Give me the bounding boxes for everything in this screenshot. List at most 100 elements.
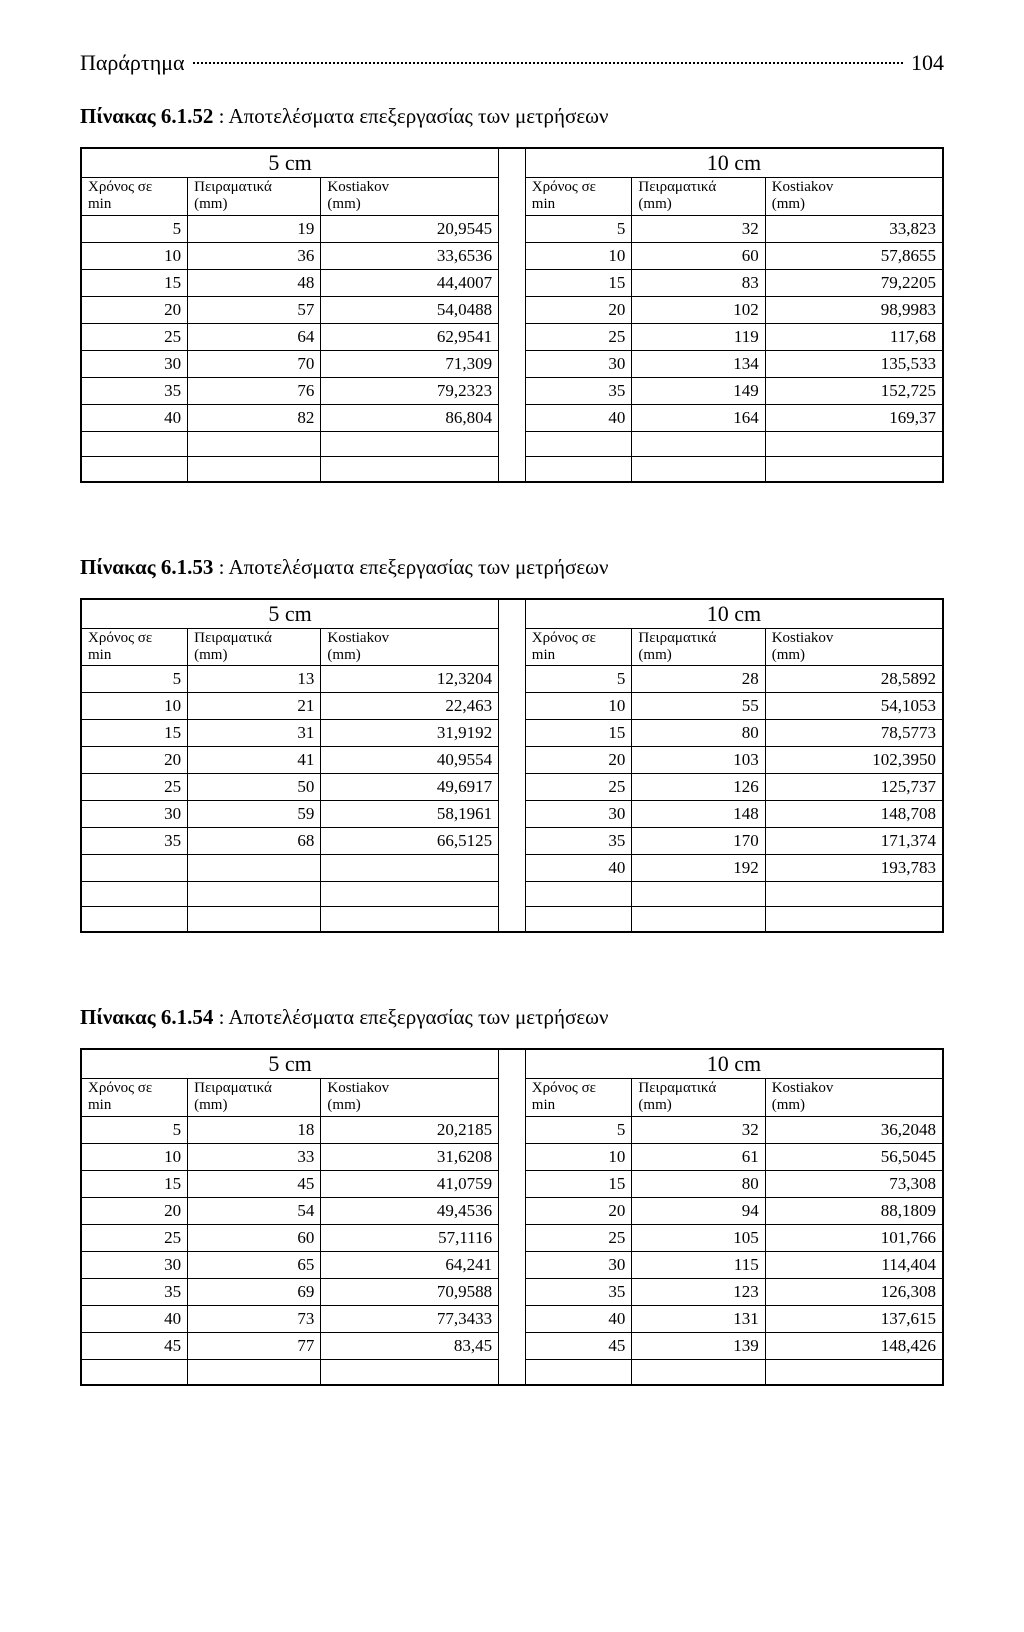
table-row	[81, 431, 943, 456]
blank-cell	[765, 1359, 943, 1385]
data-cell: 25	[81, 1224, 188, 1251]
data-cell: 5	[81, 666, 188, 693]
data-cell: 20	[81, 747, 188, 774]
gap-cell	[499, 1079, 526, 1117]
gap-cell	[499, 828, 526, 855]
column-header: Χρόνος σεmin	[81, 1079, 188, 1117]
gap-cell	[499, 215, 526, 242]
gap-cell	[499, 1224, 526, 1251]
data-cell: 54	[188, 1197, 321, 1224]
data-cell: 59	[188, 801, 321, 828]
table-caption-rest: : Αποτελέσματα επεξεργασίας των μετρήσεω…	[213, 104, 608, 128]
data-cell: 40	[525, 404, 632, 431]
blank-cell	[765, 431, 943, 456]
table-row: 51820,218553236,2048	[81, 1116, 943, 1143]
gap-cell	[499, 350, 526, 377]
blank-cell	[81, 882, 188, 907]
blank-cell	[765, 456, 943, 482]
data-cell: 31,6208	[321, 1143, 499, 1170]
data-cell: 48	[188, 269, 321, 296]
table-row: 408286,80440164169,37	[81, 404, 943, 431]
table-row: 256057,111625105101,766	[81, 1224, 943, 1251]
table-row: 102122,463105554,1053	[81, 693, 943, 720]
data-cell: 55	[632, 693, 765, 720]
data-cell: 126,308	[765, 1278, 943, 1305]
data-cell: 13	[188, 666, 321, 693]
column-header: Χρόνος σεmin	[81, 628, 188, 666]
blank-cell	[321, 456, 499, 482]
blank-cell	[188, 456, 321, 482]
data-cell: 50	[188, 774, 321, 801]
data-cell: 82	[188, 404, 321, 431]
spacer	[80, 1386, 944, 1432]
spacer	[80, 483, 944, 529]
data-cell: 35	[525, 377, 632, 404]
data-cell: 40,9554	[321, 747, 499, 774]
data-cell: 5	[525, 1116, 632, 1143]
blank-cell	[525, 907, 632, 933]
data-cell: 80	[632, 720, 765, 747]
gap-cell	[499, 855, 526, 882]
table-row: 154541,0759158073,308	[81, 1170, 943, 1197]
data-cell: 32	[632, 1116, 765, 1143]
blank-cell	[632, 882, 765, 907]
page: Παράρτημα 104 Πίνακας 6.1.52 : Αποτελέσμ…	[0, 0, 1024, 1632]
data-cell: 193,783	[765, 855, 943, 882]
gap-cell	[499, 1332, 526, 1359]
blank-cell	[81, 1359, 188, 1385]
blank-cell	[632, 431, 765, 456]
data-cell: 73	[188, 1305, 321, 1332]
data-cell: 76	[188, 377, 321, 404]
data-cell: 134	[632, 350, 765, 377]
gap-cell	[499, 296, 526, 323]
data-cell: 10	[81, 693, 188, 720]
data-cell: 20	[525, 296, 632, 323]
data-cell: 64,241	[321, 1251, 499, 1278]
table-row	[81, 456, 943, 482]
data-cell: 148	[632, 801, 765, 828]
blank-cell	[525, 456, 632, 482]
data-cell: 31	[188, 720, 321, 747]
gap-cell	[499, 1049, 526, 1079]
table-caption-label: Πίνακας 6.1.54	[80, 1005, 213, 1029]
blank-cell	[632, 907, 765, 933]
data-cell: 94	[632, 1197, 765, 1224]
gap-cell	[499, 907, 526, 933]
data-cell: 10	[525, 1143, 632, 1170]
data-cell: 30	[81, 350, 188, 377]
spacer	[80, 933, 944, 979]
data-cell: 5	[81, 215, 188, 242]
data-cell: 102	[632, 296, 765, 323]
data-cell: 119	[632, 323, 765, 350]
table-caption: Πίνακας 6.1.54 : Αποτελέσματα επεξεργασί…	[80, 1005, 944, 1030]
table-row: 357679,232335149152,725	[81, 377, 943, 404]
data-cell: 15	[81, 720, 188, 747]
gap-cell	[499, 431, 526, 456]
data-cell: 58,1961	[321, 801, 499, 828]
data-cell: 5	[81, 1116, 188, 1143]
data-cell: 33,823	[765, 215, 943, 242]
table-row: 51312,320452828,5892	[81, 666, 943, 693]
data-cell: 20	[525, 1197, 632, 1224]
data-cell: 45	[525, 1332, 632, 1359]
data-cell: 131	[632, 1305, 765, 1332]
blank-cell	[188, 1359, 321, 1385]
table-row: 457783,4545139148,426	[81, 1332, 943, 1359]
blank-cell	[81, 431, 188, 456]
data-cell: 25	[81, 774, 188, 801]
column-header: Kostiakov(mm)	[765, 1079, 943, 1117]
blank-cell	[765, 907, 943, 933]
data-cell: 149	[632, 377, 765, 404]
data-cell: 19	[188, 215, 321, 242]
gap-cell	[499, 801, 526, 828]
data-cell: 20,2185	[321, 1116, 499, 1143]
data-cell: 60	[188, 1224, 321, 1251]
column-header: Πειραματικά(mm)	[188, 178, 321, 216]
table-row: 205754,04882010298,9983	[81, 296, 943, 323]
data-cell: 40	[525, 1305, 632, 1332]
data-cell: 33	[188, 1143, 321, 1170]
data-cell: 54,0488	[321, 296, 499, 323]
table-row: 255049,691725126125,737	[81, 774, 943, 801]
data-cell: 70,9588	[321, 1278, 499, 1305]
data-cell: 21	[188, 693, 321, 720]
